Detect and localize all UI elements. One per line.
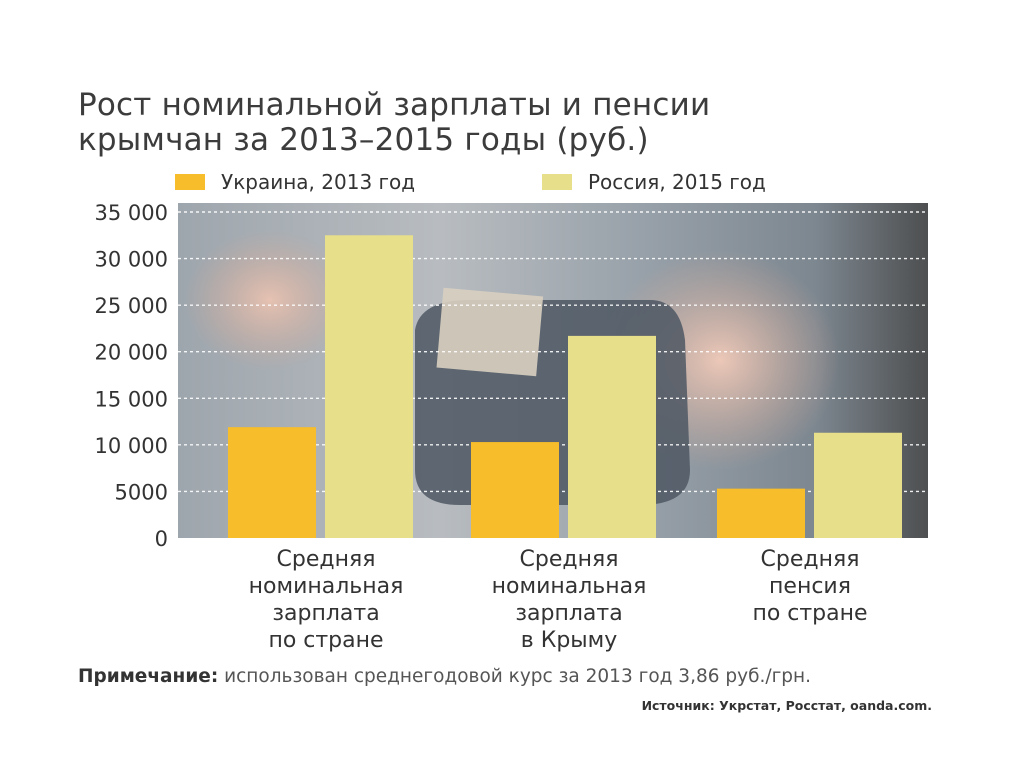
x-category-label-line: в Крыму	[521, 628, 618, 653]
y-tick-label: 10 000	[95, 434, 168, 458]
bar-ukraine-1	[471, 442, 559, 538]
y-tick-label: 15 000	[95, 387, 168, 411]
footnote-label: Примечание:	[78, 666, 219, 687]
y-tick-label: 30 000	[95, 248, 168, 272]
y-tick-label: 0	[155, 527, 168, 551]
bar-russia-1	[568, 335, 656, 538]
y-tick-label: 20 000	[95, 341, 168, 365]
x-category-label-line: Средняя	[761, 547, 860, 572]
bar-ukraine-2	[717, 488, 805, 538]
x-category-label-line: Средняя	[520, 547, 619, 572]
bar-ukraine-0	[228, 427, 316, 538]
x-category-label-line: пенсия	[769, 574, 851, 599]
legend-swatch-russia	[542, 174, 572, 190]
y-tick-label: 25 000	[95, 294, 168, 318]
x-category-label-line: Средняя	[277, 547, 376, 572]
x-category-label: Средняя пенсия по стране	[752, 547, 867, 626]
legend-swatch-ukraine	[175, 174, 205, 190]
footnote: Примечание: использован среднегодовой ку…	[78, 666, 811, 687]
legend-label-russia: Россия, 2015 год	[588, 170, 766, 194]
y-axis: 0 5000 10 000 15 000 20 000 25 000 30 000 35 00…	[95, 201, 168, 551]
chart-title: Рост номинальной зарплаты и пенсии крымч…	[78, 88, 958, 158]
x-category-label-line: по стране	[268, 628, 383, 653]
x-category-label-line: зарплата	[272, 601, 379, 626]
legend-label-ukraine: Украина, 2013 год	[221, 170, 416, 194]
y-tick-label: 5000	[115, 480, 168, 504]
x-axis: Средняя номинальная зарплата по странеСредн…	[249, 547, 868, 653]
x-category-label-line: номинальная	[492, 574, 647, 599]
footnote-text: использован среднегодовой курс за 2013 г…	[218, 666, 812, 687]
legend-item-ukraine: Украина, 2013 год	[175, 170, 415, 194]
bars	[228, 235, 902, 539]
x-category-label: Средняя номинальная зарплата в Крыму	[492, 547, 647, 653]
x-category-label: Средняя номинальная зарплата по стране	[249, 547, 404, 653]
x-category-label-line: зарплата	[515, 601, 622, 626]
bar-russia-2	[814, 432, 902, 538]
bar-russia-0	[325, 235, 413, 539]
x-category-label-line: по стране	[752, 601, 867, 626]
chart-title-line-2: крымчан за 2013–2015 годы (руб.)	[78, 122, 649, 158]
chart-title-line-1: Рост номинальной зарплаты и пенсии	[78, 87, 711, 123]
source-credit: Источник: Укрстат, Росстат, oanda.com.	[641, 698, 932, 713]
legend-item-russia: Россия, 2015 год	[542, 170, 766, 194]
x-category-label-line: номинальная	[249, 574, 404, 599]
y-tick-label: 35 000	[95, 201, 168, 225]
